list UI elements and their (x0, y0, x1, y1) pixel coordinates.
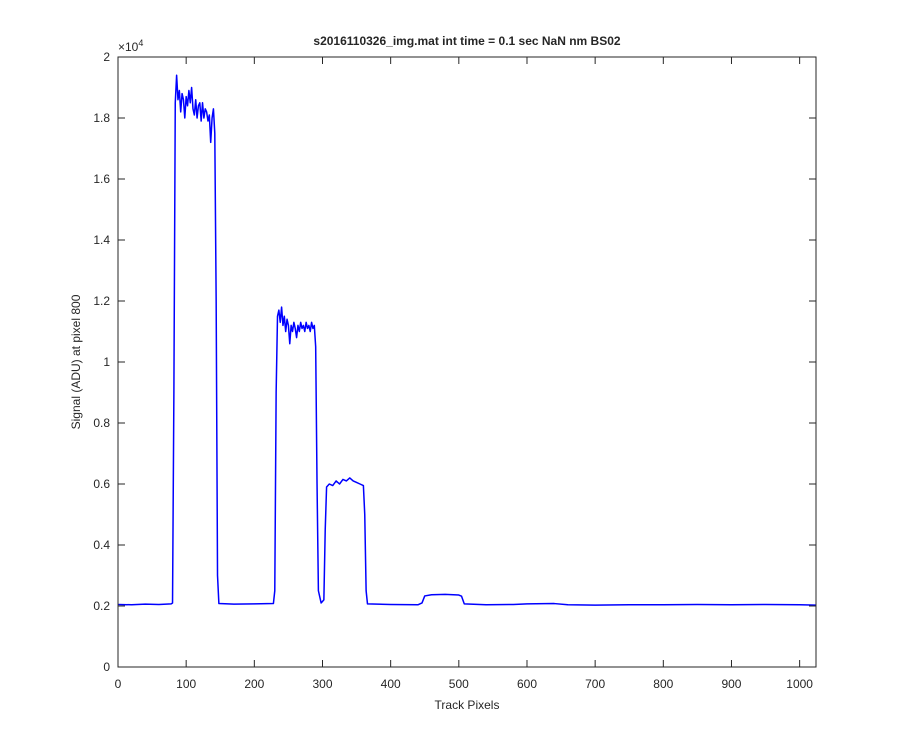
y-multiplier-exponent: 4 (138, 38, 143, 48)
y-tick-label: 0.6 (93, 477, 110, 491)
chart-title: s2016110326_img.mat int time = 0.1 sec N… (313, 34, 620, 48)
y-tick-label: 0.8 (93, 416, 110, 430)
y-axis-label: Signal (ADU) at pixel 800 (69, 294, 83, 429)
x-tick-label: 400 (381, 677, 401, 691)
x-tick-label: 200 (244, 677, 264, 691)
x-tick-label: 1000 (786, 677, 813, 691)
x-tick-label: 900 (721, 677, 741, 691)
x-axis-label: Track Pixels (435, 698, 500, 712)
y-multiplier-base: ×10 (118, 40, 139, 54)
y-tick-label: 1.6 (93, 172, 110, 186)
y-tick-label: 1 (103, 355, 110, 369)
y-tick-label: 1.4 (93, 233, 110, 247)
x-tick-label: 0 (115, 677, 122, 691)
x-tick-label: 100 (176, 677, 196, 691)
x-tick-label: 700 (585, 677, 605, 691)
x-tick-label: 600 (517, 677, 537, 691)
y-tick-label: 0.4 (93, 538, 110, 552)
x-tick-label: 500 (449, 677, 469, 691)
y-tick-label: 0 (103, 660, 110, 674)
y-tick-label: 0.2 (93, 599, 110, 613)
y-multiplier: ×104 (118, 38, 143, 54)
x-tick-label: 300 (312, 677, 332, 691)
y-tick-label: 2 (103, 50, 110, 64)
y-tick-label: 1.8 (93, 111, 110, 125)
data-line (117, 74, 817, 606)
x-tick-label: 800 (653, 677, 673, 691)
y-tick-label: 1.2 (93, 294, 110, 308)
